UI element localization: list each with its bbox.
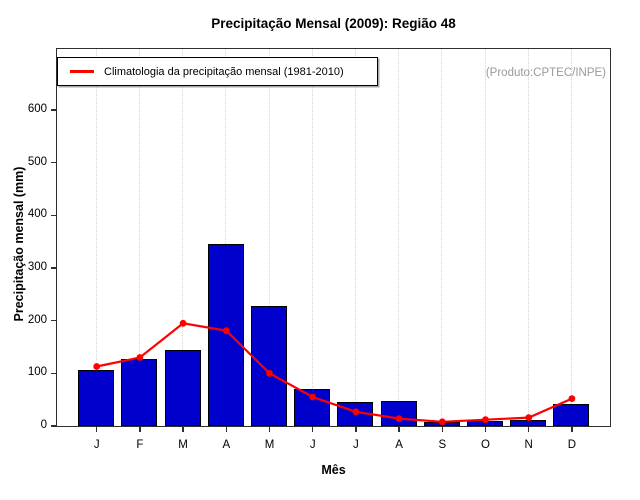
climatology-point — [395, 414, 402, 422]
y-tick-mark — [50, 319, 56, 322]
vertical-gridline — [182, 48, 184, 426]
climatology-point — [179, 319, 186, 327]
x-tick-label: A — [395, 439, 403, 451]
vertical-gridline — [354, 48, 356, 426]
y-tick-label: 0 — [40, 419, 47, 431]
legend-line-icon — [70, 70, 94, 73]
climatology-point — [265, 369, 273, 377]
x-tick-label: D — [567, 439, 577, 451]
y-tick-mark — [50, 161, 56, 164]
y-tick-label: 600 — [27, 103, 47, 115]
y-tick-mark — [50, 372, 56, 375]
x-tick-mark — [527, 427, 530, 432]
x-tick-mark — [398, 427, 400, 432]
y-tick-mark — [50, 425, 56, 427]
vertical-gridline — [268, 48, 270, 426]
x-tick-mark — [268, 427, 271, 432]
x-tick-label: M — [264, 439, 275, 451]
climatology-point — [352, 407, 359, 415]
x-tick-mark — [139, 427, 141, 432]
x-axis-title: Mês — [321, 463, 346, 477]
climatology-point — [524, 413, 532, 421]
x-tick-mark — [355, 427, 357, 432]
x-tick-label: A — [222, 439, 231, 451]
vertical-gridline — [484, 48, 486, 426]
legend-label: Climatologia da precipitação mensal (198… — [104, 65, 344, 78]
precipitation-bar — [164, 350, 201, 426]
y-tick-mark — [50, 214, 56, 217]
vertical-gridline — [441, 48, 443, 426]
precipitation-bar — [78, 370, 115, 426]
precipitation-bar — [510, 420, 547, 426]
bar-layer — [57, 49, 610, 426]
climatology-point — [222, 326, 230, 334]
y-tick-label: 400 — [27, 208, 47, 221]
precipitation-bar — [121, 359, 158, 426]
x-tick-label: M — [178, 439, 188, 451]
climatology-line — [95, 321, 572, 423]
climatology-line-layer — [92, 319, 575, 425]
climatology-point — [438, 417, 446, 425]
y-tick-label: 300 — [27, 261, 47, 273]
precipitation-bar — [553, 404, 590, 426]
climatology-point — [136, 353, 143, 361]
x-tick-label: F — [136, 439, 144, 451]
climatology-point — [308, 393, 316, 400]
climatology-point — [568, 394, 575, 402]
chart-title: Precipitação Mensal (2009): Região 48 — [211, 16, 456, 31]
vertical-gridline — [311, 48, 313, 426]
precipitation-bar — [251, 305, 287, 426]
x-tick-label: J — [353, 439, 359, 451]
plot-area — [55, 47, 611, 427]
x-tick-mark — [571, 427, 573, 432]
vertical-gridline — [225, 48, 227, 426]
x-tick-label: N — [524, 439, 533, 451]
y-tick-mark — [50, 267, 56, 269]
precipitation-bar — [207, 243, 244, 426]
vertical-gridline — [95, 48, 97, 426]
x-tick-label: J — [309, 439, 316, 451]
x-tick-label: S — [438, 439, 447, 451]
vertical-gridline — [527, 48, 529, 426]
y-tick-label: 200 — [27, 313, 47, 326]
legend: Climatologia da precipitação mensal (198… — [57, 57, 378, 86]
vertical-gridline — [570, 48, 572, 426]
x-tick-label: J — [93, 439, 100, 451]
producer-watermark: (Produto:CPTEC/INPE) — [485, 67, 606, 79]
y-tick-mark — [50, 109, 56, 111]
x-tick-mark — [225, 427, 228, 432]
x-tick-mark — [95, 427, 98, 432]
y-tick-label: 500 — [27, 155, 47, 168]
vertical-gridline — [138, 48, 140, 426]
y-tick-label: 100 — [27, 366, 47, 379]
x-tick-mark — [311, 427, 314, 432]
x-tick-mark — [182, 427, 184, 432]
vertical-gridline — [398, 48, 400, 426]
gridline-layer — [57, 48, 610, 426]
x-tick-mark — [484, 427, 487, 432]
x-tick-label: O — [481, 439, 490, 451]
x-tick-mark — [441, 427, 444, 432]
climatology-point — [92, 362, 100, 370]
climatology-point — [481, 415, 489, 423]
